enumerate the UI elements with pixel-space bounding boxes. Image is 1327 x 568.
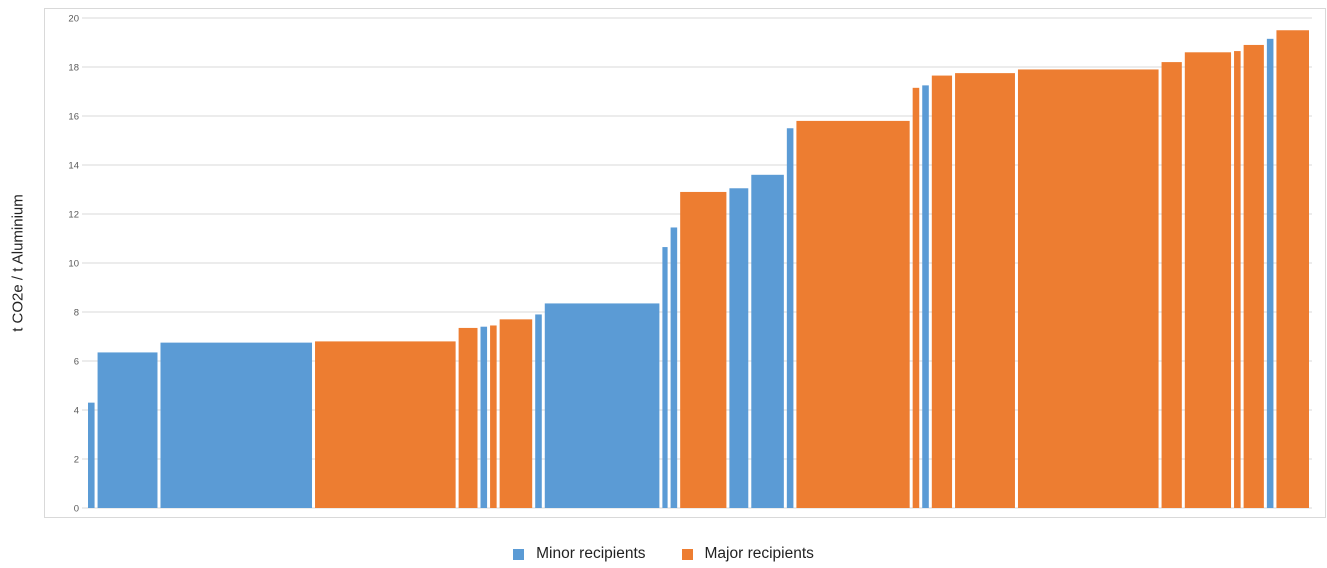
bar-minor	[97, 352, 158, 508]
bar-major	[315, 341, 456, 508]
y-tick-label: 10	[68, 259, 79, 270]
bar-major	[1276, 30, 1309, 508]
bar-minor	[1266, 38, 1274, 508]
legend-swatch-major	[681, 548, 693, 560]
legend-label-major: Major recipients	[704, 545, 814, 562]
legend-swatch-minor	[513, 548, 525, 560]
y-axis-title-text: t CO2e / t Aluminium	[9, 194, 27, 332]
bar-minor	[729, 188, 749, 508]
bar-major	[1184, 52, 1232, 509]
bar-major	[1243, 44, 1264, 508]
bar-major	[1161, 62, 1182, 508]
bar-minor	[160, 342, 313, 508]
chart-frame	[44, 8, 1326, 518]
legend: Minor recipients Major recipients	[0, 545, 1327, 563]
y-tick-label: 2	[74, 455, 79, 466]
bar-minor	[786, 128, 794, 508]
bar-minor	[480, 326, 488, 508]
bar-minor	[922, 85, 929, 508]
y-tick-label: 18	[68, 63, 79, 74]
bar-major	[680, 191, 727, 508]
bar-major	[931, 75, 953, 508]
bar-major	[458, 327, 478, 508]
y-tick-label: 6	[74, 357, 79, 368]
y-axis-ticks: 0 2 4 6 8 10 12 14 16 18 20	[68, 14, 79, 515]
y-tick-label: 16	[68, 112, 79, 123]
y-tick-label: 4	[74, 406, 79, 417]
bar-major	[796, 120, 910, 509]
bar-minor	[544, 303, 660, 508]
y-tick-label: 20	[68, 14, 79, 25]
legend-item-minor: Minor recipients	[513, 545, 646, 563]
bar-minor	[662, 247, 668, 508]
y-tick-label: 0	[74, 504, 79, 515]
chart-plot: 0 2 4 6 8 10 12 14 16 18 20	[68, 14, 1312, 515]
bar-minor	[88, 402, 95, 508]
bar-major	[499, 319, 533, 508]
y-tick-label: 14	[68, 161, 79, 172]
bar-major	[1234, 51, 1241, 508]
y-tick-label: 12	[68, 210, 79, 221]
bar-major	[912, 87, 920, 508]
y-tick-label: 8	[74, 308, 79, 319]
bars	[88, 30, 1309, 509]
bar-major	[955, 73, 1015, 508]
bar-minor	[751, 174, 784, 509]
bar-major	[490, 325, 497, 508]
bar-major	[1017, 69, 1159, 508]
bar-minor	[535, 314, 542, 508]
legend-label-minor: Minor recipients	[536, 545, 646, 562]
bar-minor	[670, 227, 678, 508]
legend-item-major: Major recipients	[681, 545, 814, 563]
